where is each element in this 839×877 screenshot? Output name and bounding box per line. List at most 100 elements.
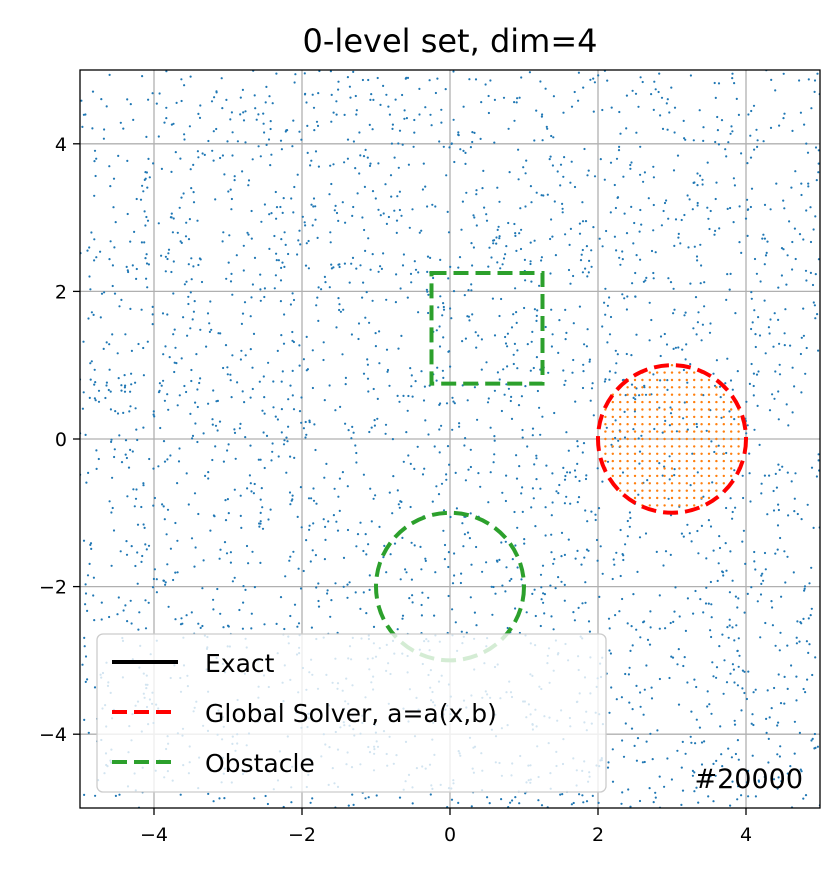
sample-point xyxy=(368,430,371,434)
sample-point xyxy=(515,101,518,104)
sample-point xyxy=(531,487,535,490)
zero-level-point xyxy=(722,408,725,411)
sample-point xyxy=(346,528,350,532)
sample-point xyxy=(747,113,750,116)
sample-point xyxy=(752,394,755,397)
zero-level-point xyxy=(685,415,688,419)
sample-point xyxy=(702,126,705,129)
sample-point xyxy=(794,170,797,173)
sample-point xyxy=(786,471,789,474)
sample-point xyxy=(557,576,560,579)
sample-point xyxy=(703,740,706,743)
sample-point xyxy=(714,197,717,201)
sample-point xyxy=(351,214,354,217)
sample-point xyxy=(269,127,272,131)
sample-point xyxy=(559,793,562,796)
sample-point xyxy=(411,802,414,805)
sample-point xyxy=(280,408,283,411)
sample-point xyxy=(618,145,621,148)
sample-point xyxy=(282,443,286,446)
zero-level-point xyxy=(693,430,696,433)
sample-point xyxy=(558,483,561,487)
sample-point xyxy=(648,643,652,646)
sample-point xyxy=(756,139,759,142)
sample-point xyxy=(192,201,196,204)
sample-point xyxy=(785,283,788,286)
sample-point xyxy=(144,171,147,174)
level-set-curves xyxy=(374,270,748,663)
sample-point xyxy=(189,291,192,294)
zero-level-point xyxy=(678,393,681,396)
sample-point xyxy=(615,698,618,701)
sample-point xyxy=(259,522,262,525)
sample-point xyxy=(135,267,138,271)
sample-point xyxy=(585,474,588,477)
sample-point xyxy=(161,312,165,315)
sample-point xyxy=(396,394,399,397)
zero-level-point xyxy=(685,489,688,492)
sample-point xyxy=(613,235,617,238)
sample-point xyxy=(471,313,474,316)
sample-point xyxy=(520,76,523,79)
sample-point xyxy=(142,426,145,429)
sample-point xyxy=(569,181,572,184)
zero-level-point xyxy=(737,430,740,433)
sample-point xyxy=(233,179,236,182)
sample-point xyxy=(650,318,653,322)
zero-level-point xyxy=(715,400,718,404)
zero-level-point xyxy=(619,467,622,470)
sample-point xyxy=(750,187,754,190)
sample-point xyxy=(766,240,769,243)
sample-point xyxy=(814,317,817,320)
sample-point xyxy=(501,584,504,587)
sample-point xyxy=(778,363,781,366)
zero-level-point xyxy=(693,445,696,448)
sample-point xyxy=(231,154,234,157)
sample-point xyxy=(391,127,394,130)
zero-level-point xyxy=(707,430,711,433)
sample-point xyxy=(763,237,767,240)
sample-point xyxy=(506,365,509,368)
sample-point xyxy=(709,525,713,528)
sample-point xyxy=(269,508,272,511)
sample-point xyxy=(673,308,676,311)
sample-point xyxy=(239,514,242,518)
sample-point xyxy=(161,503,164,506)
sample-point xyxy=(374,332,377,335)
sample-point xyxy=(187,263,190,266)
sample-point xyxy=(728,624,731,627)
sample-point xyxy=(398,796,402,799)
sample-point xyxy=(535,454,538,457)
sample-point xyxy=(420,370,423,373)
sample-point xyxy=(751,713,754,716)
zero-level-point xyxy=(700,430,703,433)
zero-level-point xyxy=(626,386,629,389)
sample-point xyxy=(219,156,222,160)
sample-point xyxy=(766,689,769,692)
sample-point xyxy=(355,451,358,455)
sample-point xyxy=(768,716,771,719)
sample-point xyxy=(402,460,405,463)
sample-point xyxy=(544,534,547,537)
sample-point xyxy=(187,295,190,298)
sample-point xyxy=(586,328,589,331)
sample-point xyxy=(247,562,250,565)
sample-point xyxy=(486,401,490,404)
sample-point xyxy=(507,221,510,225)
zero-level-point xyxy=(678,430,681,433)
zero-level-point xyxy=(656,423,659,426)
sample-point xyxy=(652,165,655,168)
sample-point xyxy=(592,110,595,113)
sample-point xyxy=(90,311,93,314)
sample-point xyxy=(508,579,511,582)
sample-point xyxy=(433,445,436,448)
sample-point xyxy=(493,439,496,442)
sample-point xyxy=(489,79,492,82)
sample-point xyxy=(689,363,692,366)
sample-point xyxy=(338,308,341,312)
sample-point xyxy=(622,558,625,562)
sample-point xyxy=(815,179,818,182)
sample-point xyxy=(394,301,397,304)
sample-point xyxy=(496,560,499,563)
sample-point xyxy=(563,553,567,557)
